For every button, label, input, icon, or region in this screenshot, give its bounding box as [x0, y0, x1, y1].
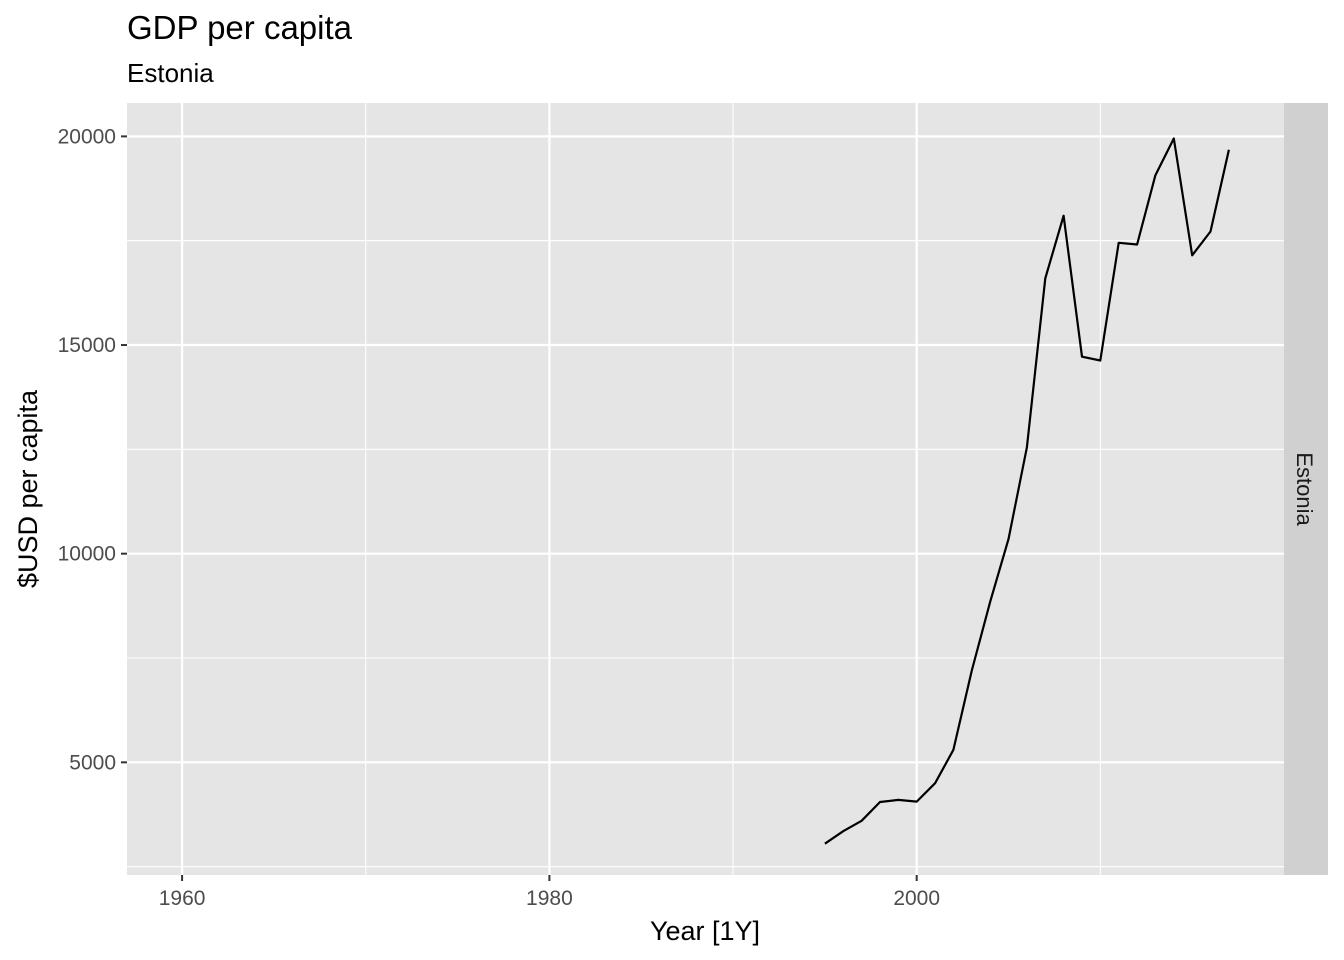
- y-axis-ticks: 5000 10000 15000 20000: [58, 125, 127, 774]
- x-tick-label: 1960: [159, 887, 206, 910]
- facet-strip: [1284, 103, 1328, 875]
- gdp-series-line: [824, 137, 1230, 845]
- minor-gridlines: [127, 103, 1284, 875]
- x-tick-label: 1980: [526, 887, 573, 910]
- plot-panel: [127, 103, 1284, 875]
- x-axis-ticks: 1960 1980 2000: [159, 875, 940, 910]
- facet-strip-label: Estonia: [1292, 452, 1317, 526]
- y-tick-label: 5000: [69, 751, 116, 774]
- x-tick-label: 2000: [893, 887, 940, 910]
- chart-subtitle: Estonia: [127, 58, 214, 88]
- y-tick-label: 15000: [58, 334, 116, 357]
- y-tick-label: 10000: [58, 543, 116, 566]
- major-gridlines: [127, 103, 1284, 875]
- y-axis-title: $USD per capita: [13, 389, 43, 588]
- chart-title: GDP per capita: [127, 9, 353, 46]
- x-axis-title: Year [1Y]: [650, 916, 760, 946]
- y-tick-label: 20000: [58, 125, 116, 148]
